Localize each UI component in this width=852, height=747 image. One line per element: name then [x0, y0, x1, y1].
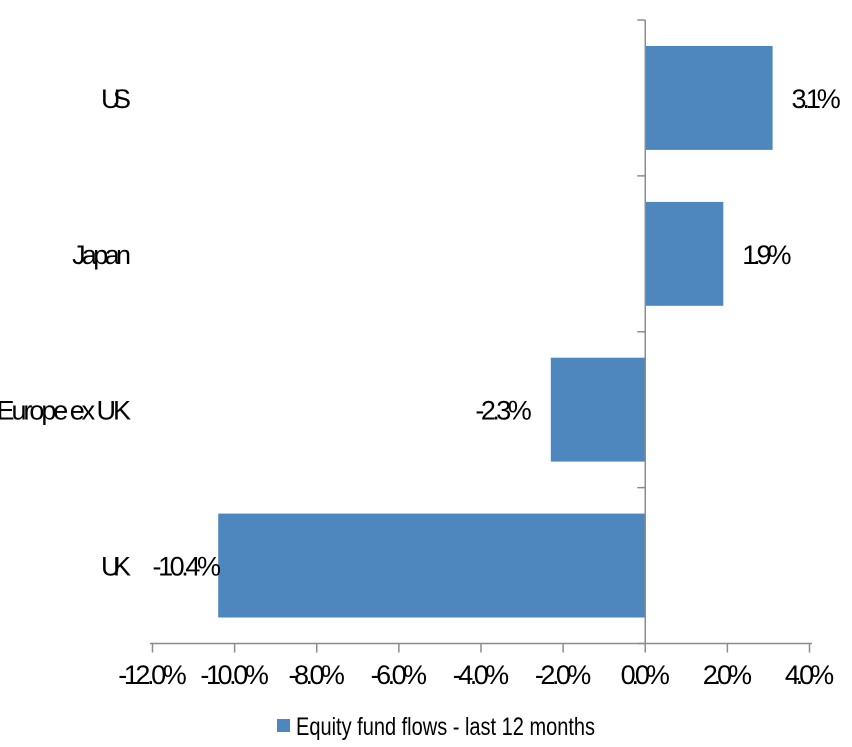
bar-europe-ex-uk: [550, 357, 646, 462]
x-tick-label: -6.0%: [371, 660, 427, 690]
x-tick-label: 0.0%: [621, 660, 670, 690]
value-label: -10.4%: [153, 552, 222, 582]
x-tick-label: -2.0%: [535, 660, 591, 690]
category-label: UK: [101, 552, 131, 582]
value-label: 3.1%: [792, 84, 841, 114]
x-tick-label: 2.0%: [703, 660, 752, 690]
bar-japan: [645, 201, 724, 306]
bar-us: [645, 46, 773, 150]
bar-uk: [218, 513, 646, 618]
legend: Equity fund flows - last 12 months: [277, 713, 670, 741]
x-tick-label: -8.0%: [289, 660, 345, 690]
value-label: -2.3%: [475, 396, 531, 426]
legend-label: Equity fund flows - last 12 months: [296, 713, 596, 741]
value-label: 1.9%: [742, 240, 791, 270]
x-tick-label: -4.0%: [453, 660, 509, 690]
x-tick-label: -12.0%: [118, 660, 187, 690]
category-label: US: [101, 84, 131, 114]
x-tick-label: -10.0%: [200, 660, 269, 690]
category-label: Europe ex UK: [0, 396, 131, 426]
category-label: Japan: [72, 240, 131, 270]
x-tick-label: 4.0%: [785, 660, 834, 690]
legend-swatch: [277, 719, 290, 732]
